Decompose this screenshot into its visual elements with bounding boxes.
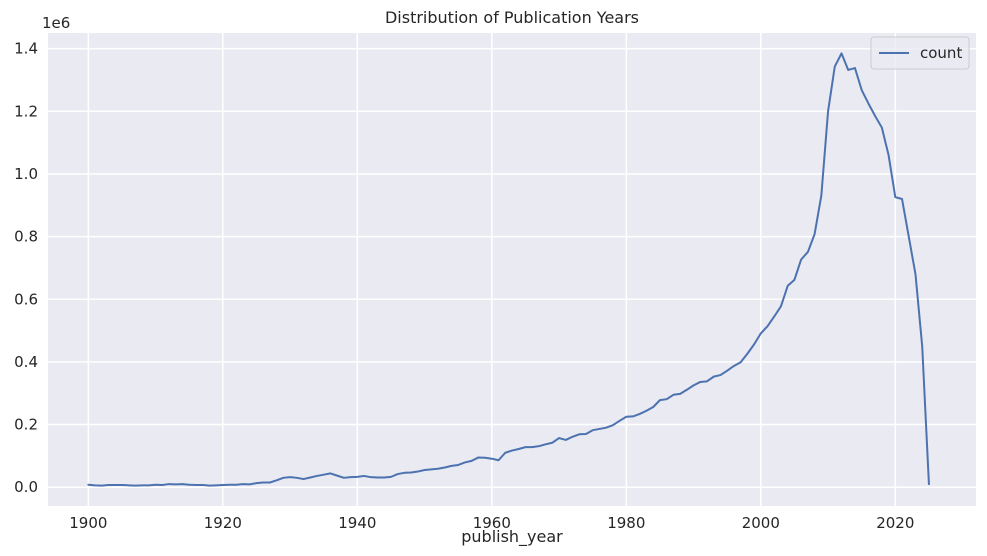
y-tick-label: 0.0 [14, 478, 38, 496]
y-tick-label: 1.0 [14, 165, 38, 183]
chart-title: Distribution of Publication Years [385, 8, 639, 27]
y-tick-label: 0.2 [14, 416, 38, 434]
y-tick-label: 0.6 [14, 290, 38, 308]
plot-area [48, 33, 976, 506]
x-tick-label: 2020 [876, 514, 914, 532]
legend-box [870, 36, 970, 70]
series-layer [87, 52, 930, 487]
y-tick-label: 1.2 [14, 102, 38, 120]
x-axis-label: publish_year [461, 527, 563, 547]
legend-label-count: count [920, 44, 962, 62]
y-axis-offset-label: 1e6 [42, 14, 70, 32]
y-tick-label: 0.8 [14, 228, 38, 246]
y-axis: 0.0 0.2 0.4 0.6 0.8 1.0 1.2 1.4 [14, 40, 38, 497]
x-tick-label: 1960 [473, 514, 511, 532]
x-tick-label: 2000 [742, 514, 780, 532]
grid [48, 33, 976, 506]
x-tick-label: 1980 [607, 514, 645, 532]
legend: count [870, 36, 970, 70]
x-axis: 1900 1920 1940 1960 1980 2000 2020 [69, 514, 914, 532]
y-tick-label: 1.4 [14, 40, 38, 58]
x-tick-label: 1900 [69, 514, 107, 532]
x-tick-label: 1940 [338, 514, 376, 532]
x-tick-label: 1920 [204, 514, 242, 532]
series-line-count [87, 52, 930, 487]
y-tick-label: 0.4 [14, 353, 38, 371]
